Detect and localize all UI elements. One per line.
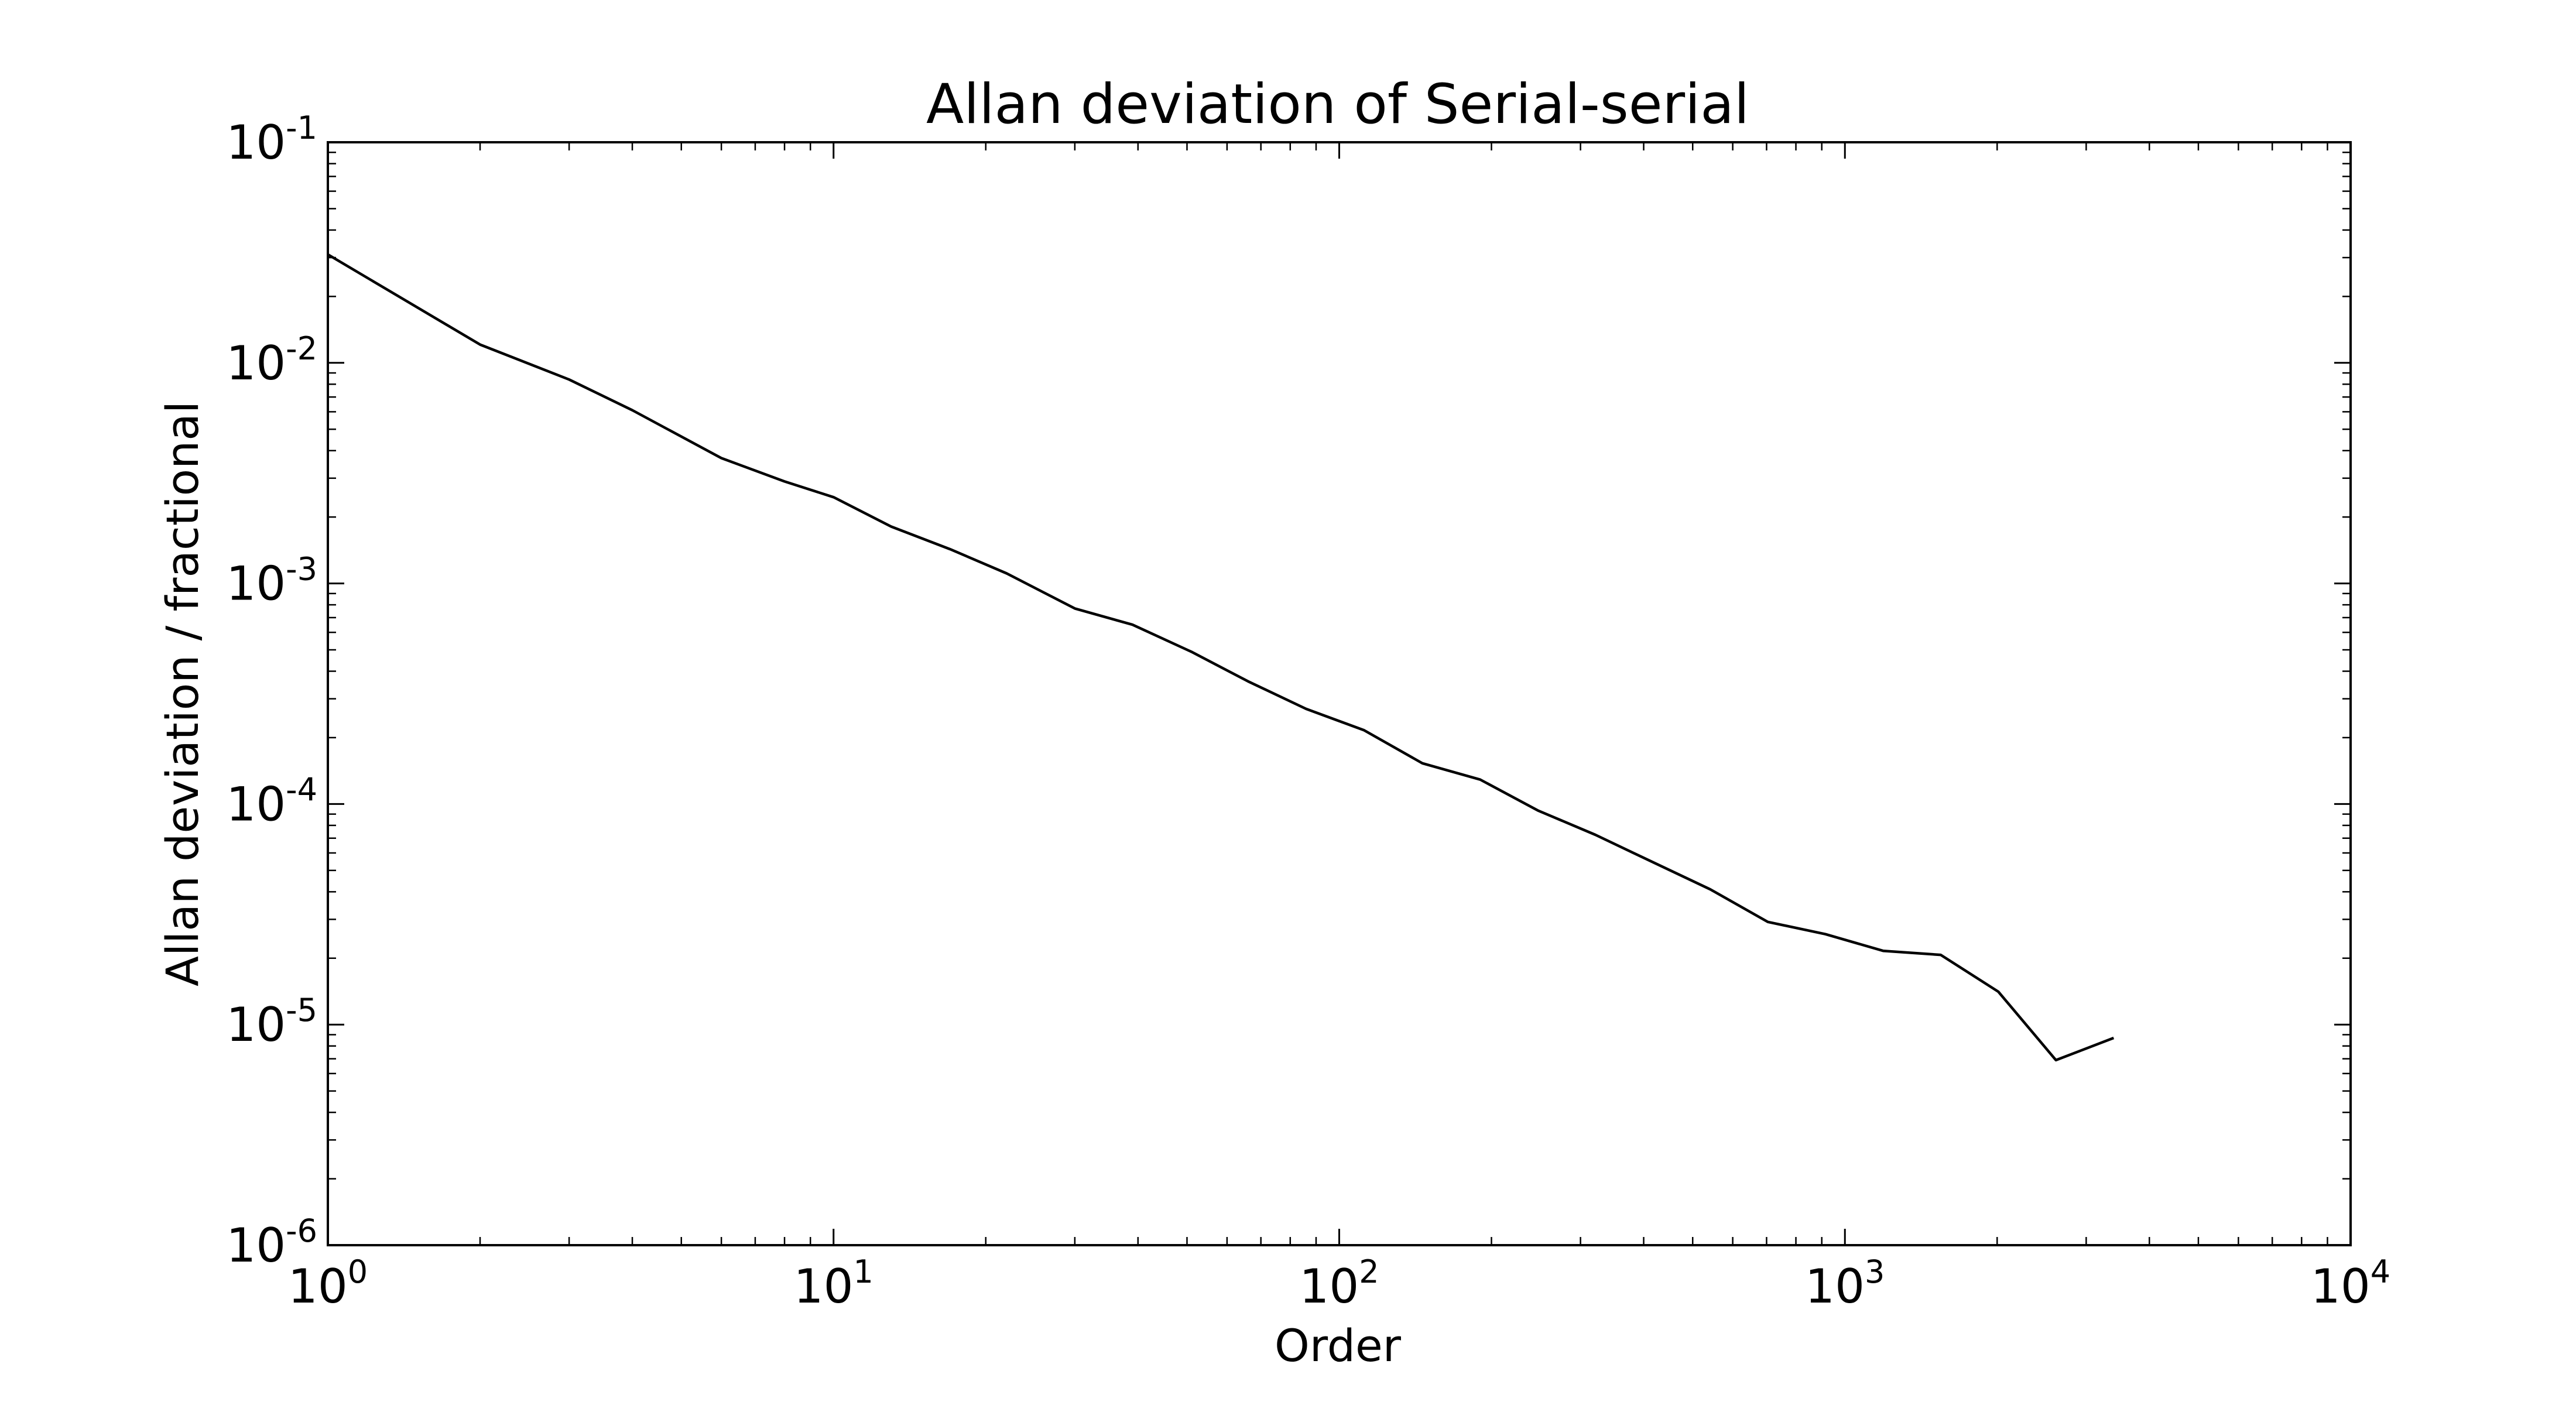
y-tick-label: 10-4 <box>226 771 317 831</box>
y-tick-label: 10-6 <box>226 1212 317 1273</box>
y-tick-label: 10-1 <box>226 109 317 170</box>
y-axis-label: Allan deviation / fractional <box>156 401 208 986</box>
y-tick-label: 10-3 <box>226 551 317 611</box>
y-tick-label: 10-5 <box>226 992 317 1052</box>
y-tick-label: 10-2 <box>226 330 317 390</box>
x-tick-label: 101 <box>794 1253 873 1314</box>
x-tick-label: 100 <box>288 1253 368 1314</box>
data-series-line <box>327 253 2115 1062</box>
tick-labels: 100 101 102 103 104 10-1 10-2 10-3 10-4 10-5 10-6 <box>226 109 2390 1314</box>
x-tick-label: 103 <box>1805 1253 1885 1314</box>
x-tick-label: 102 <box>1299 1253 1379 1314</box>
x-tick-label: 104 <box>2311 1253 2390 1314</box>
x-axis-label: Order <box>1275 1320 1402 1372</box>
plot-frame <box>327 141 2352 1246</box>
plot-lines <box>327 253 2115 1062</box>
chart-title: Allan deviation of Serial-serial <box>926 73 1749 136</box>
